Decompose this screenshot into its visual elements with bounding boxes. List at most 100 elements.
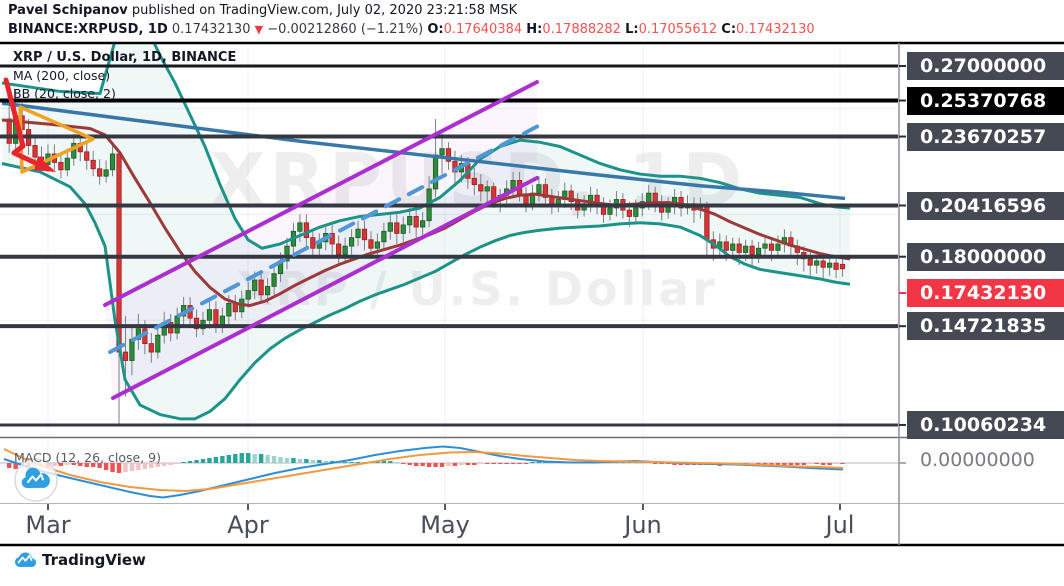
macd-histogram-bar [194, 460, 199, 463]
candle [226, 302, 232, 317]
time-axis-label-jun: Jun [624, 511, 662, 539]
candle [394, 222, 400, 234]
candle [607, 207, 613, 215]
macd-histogram-bar [265, 455, 270, 463]
open-value: 0.17640384 [443, 22, 523, 37]
macd-histogram-bar [375, 462, 380, 463]
macd-histogram-bar [620, 462, 626, 463]
macd-histogram-bar [129, 463, 135, 471]
candle [820, 260, 826, 268]
candle [310, 237, 316, 249]
macd-histogram-bar [65, 463, 70, 465]
channel-lower-line[interactable] [111, 176, 539, 400]
macd-histogram-bar [381, 461, 387, 463]
tradingview-watermark-badge [14, 458, 58, 502]
macd-histogram-bar [394, 462, 399, 463]
candle [109, 153, 116, 171]
price-axis-label: 0.18000000 [907, 242, 1064, 271]
macd-histogram-bar [278, 457, 283, 463]
tradingview-footer-logo[interactable]: TradingView [14, 551, 146, 569]
pane-borders [0, 41, 1064, 547]
chart-legend-title[interactable]: XRP / U.S. Dollar, 1D, BINANCE [13, 50, 237, 65]
triangle-down-icon: ▼ [254, 23, 264, 36]
macd-histogram-bar [304, 459, 309, 463]
macd-histogram-bar [168, 463, 173, 465]
candle [303, 222, 309, 239]
candle [284, 245, 290, 262]
candle [833, 262, 839, 270]
macd-histogram-bar [808, 463, 813, 464]
macd-histogram-bar [116, 463, 122, 473]
macd-histogram-bar [252, 454, 257, 463]
last-price: 0.17432130 [171, 22, 251, 37]
macd-histogram-bar [297, 459, 303, 463]
candle [568, 190, 574, 203]
bb-upper-band [1, 44, 851, 250]
dashed-trendline[interactable] [108, 124, 540, 354]
macd-histogram-bar [239, 453, 244, 463]
legend-ma-indicator[interactable]: MA (200, close) [13, 68, 111, 83]
time-axis-label-may: May [420, 511, 470, 539]
macd-histogram-bar [310, 460, 316, 463]
open-label: O: [427, 22, 444, 37]
bb-lower-band [1, 162, 851, 421]
macd-histogram-bar [795, 463, 800, 465]
horizontal-levels[interactable] [0, 64, 898, 427]
candle [775, 243, 781, 251]
high-label: H: [526, 22, 543, 37]
candle [542, 184, 548, 198]
macd-histogram-bar [78, 463, 83, 466]
macd-histogram-bar [103, 463, 109, 470]
candle [749, 245, 755, 255]
legend-macd-indicator[interactable]: MACD (12, 26, close, 9) [14, 450, 161, 465]
candle [723, 241, 729, 251]
candle [420, 220, 426, 228]
candle [122, 351, 129, 361]
candle [432, 154, 439, 190]
candle [193, 317, 200, 330]
macd-histogram-bar [388, 461, 393, 463]
macd-histogram-bar [478, 463, 483, 464]
low-label: L: [625, 22, 639, 37]
macd-histogram-bar [52, 463, 57, 466]
candle [64, 157, 70, 171]
macd-histogram-bar [756, 463, 761, 464]
macd-histogram-bar [530, 462, 535, 463]
ma200-line [1, 101, 846, 201]
legend-bb-indicator[interactable]: BB (20, close, 2) [13, 86, 116, 101]
candle [297, 222, 303, 232]
candle [32, 145, 38, 158]
price-axis-label: 0.10060234 [907, 410, 1064, 439]
macd-histogram-bar [820, 463, 826, 465]
macd-histogram-bar [420, 463, 425, 466]
macd-histogram-bar [233, 454, 238, 463]
byline-rest: published on TradingView.com, July 02, 2… [127, 3, 518, 18]
candle [839, 263, 846, 270]
macd-histogram-bar [452, 463, 458, 466]
arrow-drawing[interactable] [3, 77, 43, 168]
macd-histogram-bar [123, 463, 128, 472]
macd-histogram-bar [788, 463, 794, 465]
time-axis-label-mar: Mar [25, 511, 71, 539]
macd-histogram-bar [220, 456, 225, 463]
macd-histogram-bar [827, 463, 832, 465]
macd-histogram-bar [485, 463, 490, 464]
macd-histogram-bar [465, 463, 471, 465]
byline: Pavel Schipanov published on TradingView… [8, 3, 517, 18]
channel-upper-line[interactable] [103, 80, 539, 307]
macd-histogram-bar [13, 463, 18, 469]
macd-histogram-bar [491, 463, 496, 464]
time-axis-label-jul: Jul [825, 511, 855, 539]
candle [103, 169, 109, 177]
macd-histogram-bar [775, 463, 781, 465]
macd-histogram-bar [181, 462, 186, 463]
price-axis-label: 0.25370768 [907, 86, 1064, 115]
candle [743, 245, 749, 253]
candle [355, 228, 361, 239]
macd-histogram-bar [226, 455, 232, 463]
main-pane[interactable] [0, 24, 898, 427]
macd-histogram-bar [801, 463, 806, 465]
macd-histogram-bar [782, 463, 787, 465]
